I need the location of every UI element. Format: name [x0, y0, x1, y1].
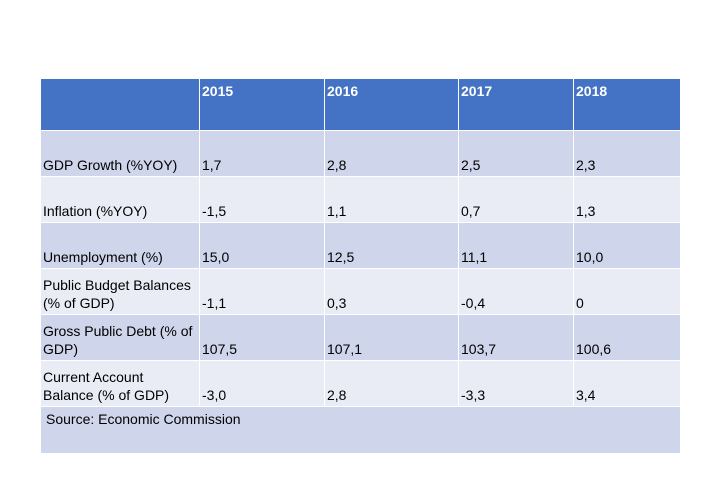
- row-label: Public Budget Balances (% of GDP): [40, 268, 200, 315]
- cell-value: -0,4: [458, 268, 574, 315]
- cell-value: 107,5: [199, 314, 325, 361]
- table-header-row: 2015 2016 2017 2018: [40, 78, 681, 131]
- header-cell-2015: 2015: [199, 78, 325, 131]
- cell-value: 1,7: [199, 130, 325, 177]
- cell-value: 1,3: [573, 176, 681, 223]
- source-note: Source: Economic Commission: [40, 406, 681, 454]
- table-row-unemployment: Unemployment (%) 15,0 12,5 11,1 10,0: [40, 222, 681, 269]
- table-row-current-account: Current Account Balance (% of GDP) -3,0 …: [40, 360, 681, 407]
- header-cell-2017: 2017: [458, 78, 574, 131]
- header-cell-2016: 2016: [324, 78, 459, 131]
- cell-value: -3,0: [199, 360, 325, 407]
- cell-value: 10,0: [573, 222, 681, 269]
- cell-value: 12,5: [324, 222, 459, 269]
- table-row-inflation: Inflation (%YOY) -1,5 1,1 0,7 1,3: [40, 176, 681, 223]
- cell-value: 0: [573, 268, 681, 315]
- row-label: Current Account Balance (% of GDP): [40, 360, 200, 407]
- table-row-budget-balance: Public Budget Balances (% of GDP) -1,1 0…: [40, 268, 681, 315]
- cell-value: 2,8: [324, 360, 459, 407]
- economic-indicators-table: 2015 2016 2017 2018 GDP Growth (%YOY) 1,…: [40, 78, 681, 454]
- cell-value: 103,7: [458, 314, 574, 361]
- cell-value: 15,0: [199, 222, 325, 269]
- header-cell-label: [40, 78, 200, 131]
- row-label: Inflation (%YOY): [40, 176, 200, 223]
- table-source-row: Source: Economic Commission: [40, 406, 681, 454]
- cell-value: 0,7: [458, 176, 574, 223]
- table-row-gdp-growth: GDP Growth (%YOY) 1,7 2,8 2,5 2,3: [40, 130, 681, 177]
- header-cell-2018: 2018: [573, 78, 681, 131]
- row-label: GDP Growth (%YOY): [40, 130, 200, 177]
- cell-value: 2,5: [458, 130, 574, 177]
- cell-value: 11,1: [458, 222, 574, 269]
- cell-value: -3,3: [458, 360, 574, 407]
- cell-value: -1,1: [199, 268, 325, 315]
- cell-value: 100,6: [573, 314, 681, 361]
- cell-value: 107,1: [324, 314, 459, 361]
- row-label: Gross Public Debt (% of GDP): [40, 314, 200, 361]
- table-row-public-debt: Gross Public Debt (% of GDP) 107,5 107,1…: [40, 314, 681, 361]
- row-label: Unemployment (%): [40, 222, 200, 269]
- cell-value: 0,3: [324, 268, 459, 315]
- cell-value: 2,3: [573, 130, 681, 177]
- cell-value: 2,8: [324, 130, 459, 177]
- cell-value: -1,5: [199, 176, 325, 223]
- cell-value: 3,4: [573, 360, 681, 407]
- cell-value: 1,1: [324, 176, 459, 223]
